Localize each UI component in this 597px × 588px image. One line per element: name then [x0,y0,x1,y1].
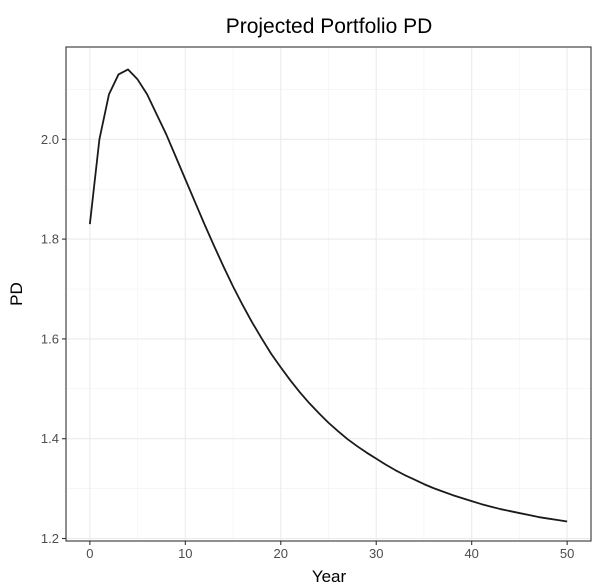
y-tick-label: 1.2 [41,531,59,546]
y-tick-label: 1.6 [41,331,59,346]
series-layer [88,68,568,523]
panel-border [65,46,592,542]
x-tick-label: 30 [369,546,383,561]
y-axis: 1.2 1.4 1.6 1.8 2.0 [41,132,66,546]
y-tick-label: 1.8 [41,232,59,247]
x-tick-label: 10 [178,546,192,561]
y-tick-label: 1.4 [41,431,59,446]
chart-title: Projected Portfolio PD [226,15,433,38]
grid [66,47,591,541]
x-axis-title: Year [312,567,347,586]
x-tick-label: 40 [464,546,478,561]
y-axis-title: PD [7,282,26,306]
x-axis: 0 10 20 30 40 50 [86,541,574,561]
x-tick-label: 20 [274,546,288,561]
x-tick-label: 0 [86,546,93,561]
x-tick-label: 50 [560,546,574,561]
series-line [88,68,568,523]
y-tick-label: 2.0 [41,132,59,147]
